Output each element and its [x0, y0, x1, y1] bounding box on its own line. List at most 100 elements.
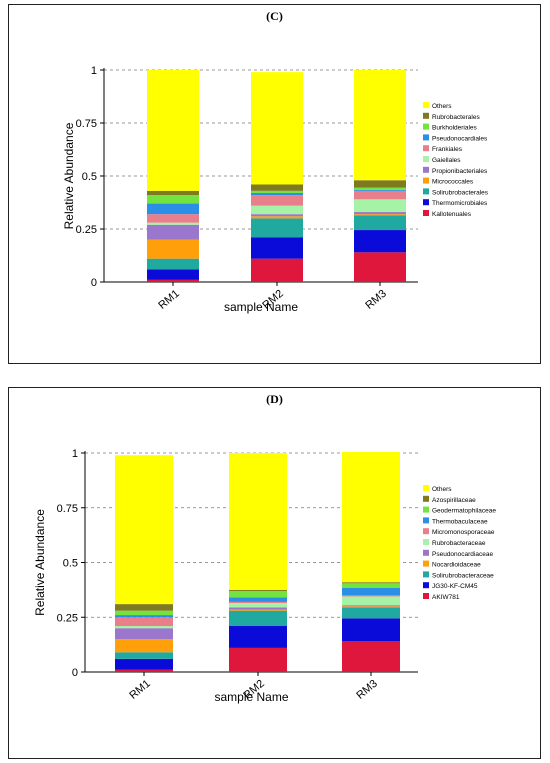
bar-segment	[115, 626, 173, 629]
bar-segment	[354, 189, 406, 191]
bar-segment	[251, 237, 303, 259]
legend-label: Pseudonocardiaceae	[432, 551, 493, 558]
bar-segment	[342, 582, 400, 584]
bar-segment	[115, 652, 173, 659]
legend-label: Nocardioidaceae	[432, 562, 481, 569]
legend-label: JG30-KF-CM45	[432, 583, 478, 590]
bar-segment	[251, 72, 303, 185]
bar-segment	[342, 587, 400, 596]
bar-segment	[354, 230, 406, 253]
bar-segment	[342, 605, 400, 607]
bar-segment	[354, 180, 406, 188]
legend-swatch	[423, 539, 429, 545]
legend-label: Others	[432, 103, 452, 110]
bar-segment	[251, 216, 303, 219]
bar-segment	[147, 222, 199, 225]
bar-segment	[147, 195, 199, 204]
bar-segment	[342, 618, 400, 642]
bar-segment	[115, 615, 173, 618]
bar-segment	[229, 626, 287, 648]
panel-c: (C) 0 0.25 0.5 0.75 1 RM1 RM2 RM3 sample Name Rel…	[8, 4, 541, 364]
legend-label: Micrococcales	[432, 179, 474, 186]
bar-segment	[342, 607, 400, 619]
bar-segment	[354, 187, 406, 190]
y-tick-label: 1	[72, 448, 78, 460]
legend-swatch	[423, 495, 429, 502]
bar-segment	[147, 269, 199, 280]
bar-segment	[354, 215, 406, 231]
bar-segment	[251, 205, 303, 215]
legend-label: Rubrobacteraceae	[432, 540, 486, 547]
y-tick-label: 0.5	[82, 171, 97, 183]
legend-label: Thermomicrobiales	[432, 200, 488, 207]
legend-swatch	[423, 571, 429, 578]
y-tick-label: 0	[72, 667, 78, 679]
bar-segment	[251, 192, 303, 196]
bar-segment	[229, 597, 287, 602]
x-tick-label: RM3	[363, 288, 389, 312]
bar-segment	[147, 258, 199, 270]
x-axis-label: sample Name	[224, 300, 298, 314]
legend-swatch	[423, 506, 429, 513]
bar-segment	[229, 610, 287, 627]
legend-swatch	[423, 485, 429, 491]
bar-segment	[342, 596, 400, 606]
bar-segment	[354, 190, 406, 200]
bar-segment	[342, 606, 400, 608]
legend-label: Thermobaculaceae	[432, 518, 488, 525]
legend-swatch	[423, 134, 429, 141]
bar-segment	[147, 203, 199, 215]
bar-segment	[251, 258, 303, 282]
legend-label: Micromonosporaceae	[432, 529, 495, 536]
legend-label: Frankiales	[432, 146, 463, 153]
y-tick-label: 0.25	[57, 612, 78, 624]
y-tick-label: 0.75	[76, 118, 97, 130]
legend-swatch	[423, 528, 429, 535]
legend-swatch	[423, 582, 429, 589]
panel-d: (D) 0 0.25 0.5 0.75 1 RM1 RM2 RM3 sample Name Rel…	[8, 387, 541, 759]
bar-segment	[229, 603, 287, 608]
legend-swatch	[423, 199, 429, 206]
y-axis-label: Relative Abundance	[62, 122, 76, 229]
bar-segment	[342, 595, 400, 597]
bar-segment	[229, 607, 287, 610]
bar-segment	[354, 212, 406, 215]
bar-segment	[354, 70, 406, 181]
y-tick-label: 0	[91, 277, 97, 289]
legend-swatch	[423, 123, 429, 130]
bar-segment	[229, 609, 287, 611]
panel-label: (D)	[266, 392, 283, 406]
x-tick-label: RM1	[127, 678, 153, 702]
bar-segment	[147, 279, 199, 282]
bar-segment	[354, 199, 406, 213]
bar-segment	[342, 451, 400, 583]
bar-segment	[147, 190, 199, 196]
bar-segment	[115, 617, 173, 627]
legend-label: Others	[432, 486, 452, 493]
bar-segment	[342, 583, 400, 588]
bar-segment	[115, 658, 173, 670]
legend-label: Azospirillaceae	[432, 497, 476, 504]
bar-segment	[354, 214, 406, 216]
bar-segment	[115, 669, 173, 672]
legend-swatch	[423, 560, 429, 567]
legend-swatch	[423, 156, 429, 162]
panel-label: (C)	[266, 9, 283, 23]
legend-label: Propionibacteriales	[432, 168, 488, 175]
legend-swatch	[423, 210, 429, 216]
bar-segment	[251, 218, 303, 238]
legend-swatch	[423, 112, 429, 119]
legend-label: Kallotenuales	[432, 211, 472, 218]
legend-swatch	[423, 102, 429, 108]
legend-swatch	[423, 593, 429, 599]
bar-segment	[229, 453, 287, 590]
y-axis-label: Relative Abundance	[33, 509, 47, 616]
y-tick-label: 0.5	[63, 558, 78, 570]
bar-segment	[251, 195, 303, 206]
x-tick-label: RM1	[156, 288, 182, 312]
bar-segment	[229, 601, 287, 604]
legend-swatch	[423, 517, 429, 524]
legend-label: Burkholderiales	[432, 125, 478, 132]
bar-segment	[147, 224, 199, 240]
